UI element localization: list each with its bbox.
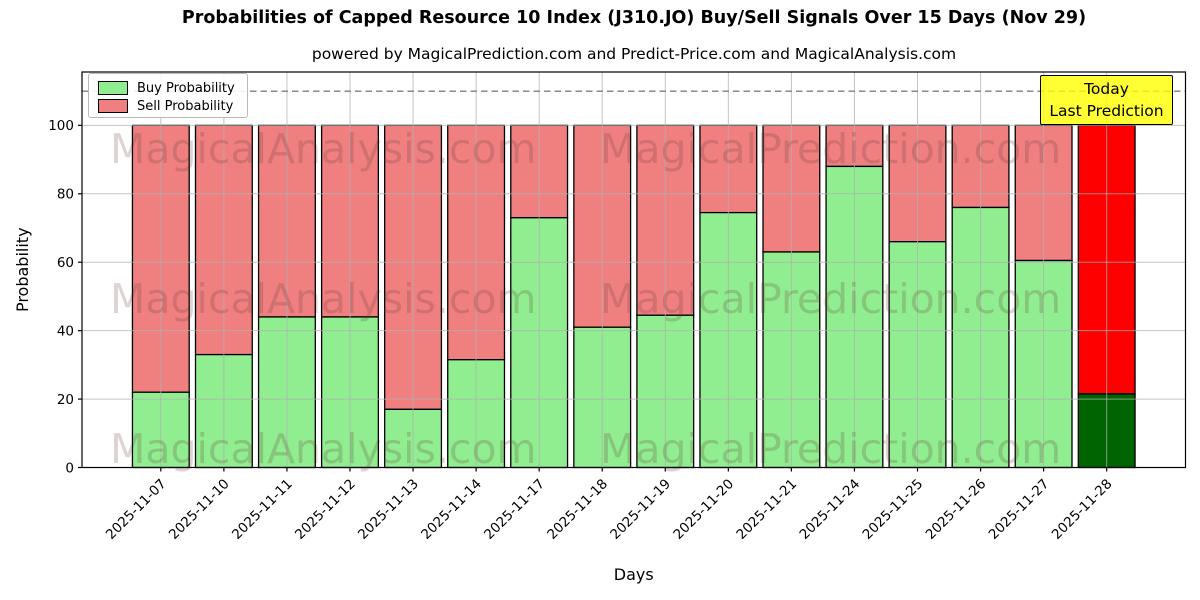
- legend-label-sell: Sell Probability: [137, 98, 234, 114]
- today-annotation: Today Last Prediction: [1040, 75, 1173, 125]
- sell-swatch-icon: [98, 99, 128, 113]
- svg-text:2025-11-19: 2025-11-19: [607, 476, 674, 543]
- svg-text:2025-11-28: 2025-11-28: [1049, 476, 1116, 543]
- svg-text:2025-11-11: 2025-11-11: [229, 476, 296, 543]
- svg-text:0: 0: [65, 460, 74, 476]
- svg-text:2025-11-13: 2025-11-13: [355, 476, 422, 543]
- svg-text:Probability: Probability: [13, 227, 32, 312]
- today-annotation-line2: Last Prediction: [1049, 102, 1164, 120]
- svg-text:2025-11-20: 2025-11-20: [670, 476, 737, 543]
- chart-subtitle: powered by MagicalPrediction.com and Pre…: [311, 45, 957, 63]
- svg-text:2025-11-25: 2025-11-25: [860, 476, 927, 543]
- svg-text:2025-11-27: 2025-11-27: [986, 476, 1053, 543]
- svg-text:60: 60: [57, 255, 74, 271]
- svg-text:Days: Days: [614, 565, 654, 584]
- today-annotation-line1: Today: [1084, 79, 1129, 98]
- legend-item-sell: Sell Probability: [98, 98, 238, 114]
- legend-item-buy: Buy Probability: [98, 80, 238, 96]
- legend: Buy Probability Sell Probability: [88, 73, 248, 118]
- svg-text:2025-11-24: 2025-11-24: [796, 476, 863, 543]
- svg-text:100: 100: [48, 118, 74, 134]
- svg-text:2025-11-26: 2025-11-26: [923, 476, 990, 543]
- legend-label-buy: Buy Probability: [137, 80, 235, 96]
- chart-title: Probabilities of Capped Resource 10 Inde…: [181, 8, 1087, 28]
- svg-text:2025-11-21: 2025-11-21: [733, 476, 800, 543]
- svg-text:20: 20: [57, 392, 74, 408]
- svg-text:2025-11-12: 2025-11-12: [292, 476, 359, 543]
- svg-text:2025-11-07: 2025-11-07: [103, 476, 170, 543]
- svg-text:80: 80: [57, 187, 74, 203]
- buy-swatch-icon: [98, 81, 128, 95]
- svg-text:2025-11-18: 2025-11-18: [544, 476, 611, 543]
- svg-text:2025-11-10: 2025-11-10: [166, 476, 233, 543]
- svg-text:2025-11-17: 2025-11-17: [481, 476, 548, 543]
- svg-text:2025-11-14: 2025-11-14: [418, 476, 485, 543]
- svg-text:40: 40: [57, 323, 74, 339]
